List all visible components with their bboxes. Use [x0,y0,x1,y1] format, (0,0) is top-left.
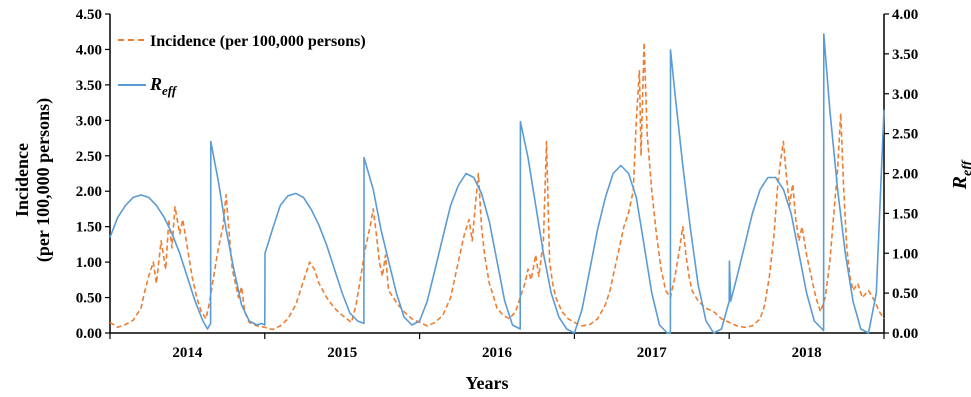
x-tick-label: 2016 [482,345,513,361]
x-tick-label: 2014 [172,345,203,361]
right-tick-label: 1.50 [892,206,918,222]
right-tick-label: 3.00 [892,87,918,103]
left-tick-label: 0.50 [76,291,102,307]
svg-text:Reff: Reff [949,159,971,190]
series-line-incidence [109,41,885,331]
left-tick-label: 3.50 [76,78,102,94]
left-y-axis-title-line1: Incidence [12,143,32,217]
right-tick-label: 0.50 [892,286,918,302]
left-tick-label: 1.50 [76,220,102,236]
left-y-axis-title-line2: (per 100,000 persons) [33,98,54,262]
x-ticks: 2014 2015 2016 2017 2018 [109,333,885,361]
right-tick-label: 3.50 [892,47,918,63]
left-tick-label: 4.50 [76,7,102,23]
legend-label-reff-sub: eff [162,83,178,98]
right-tick-label: 0.00 [892,326,918,342]
left-y-ticks: 0.00 0.50 1.00 1.50 2.00 2.50 3.00 3.50 4.00 4.50 [76,7,110,342]
legend-label-incidence: Incidence (per 100,000 persons) [150,33,366,50]
left-tick-label: 3.00 [76,113,102,129]
x-tick-label: 2017 [637,345,668,361]
left-tick-label: 2.50 [76,149,102,165]
left-tick-label: 1.00 [76,255,102,271]
legend-label-reff-base: R [149,74,162,94]
right-tick-label: 1.00 [892,246,918,262]
x-axis-title: Years [466,373,509,393]
legend-label-reff: Reff [149,74,178,98]
right-y-axis-title-sub: eff [960,159,971,176]
series-line-reff [109,33,885,334]
x-tick-label: 2018 [792,345,822,361]
left-y-axis-title: Incidence (per 100,000 persons) [12,98,54,262]
series-layer [109,33,885,334]
right-y-axis-title: Reff [949,159,971,190]
left-tick-label: 0.00 [76,326,102,342]
right-y-ticks: 0.00 0.50 1.00 1.50 2.00 2.50 3.00 3.50 4.00 [884,7,918,342]
left-tick-label: 4.00 [76,42,102,58]
right-tick-label: 4.00 [892,7,918,23]
right-y-axis-title-base: R [949,176,971,190]
x-tick-label: 2015 [327,345,357,361]
left-tick-label: 2.00 [76,184,102,200]
right-tick-label: 2.50 [892,127,918,143]
right-tick-label: 2.00 [892,167,918,183]
legend: Incidence (per 100,000 persons) Reff [118,33,366,98]
